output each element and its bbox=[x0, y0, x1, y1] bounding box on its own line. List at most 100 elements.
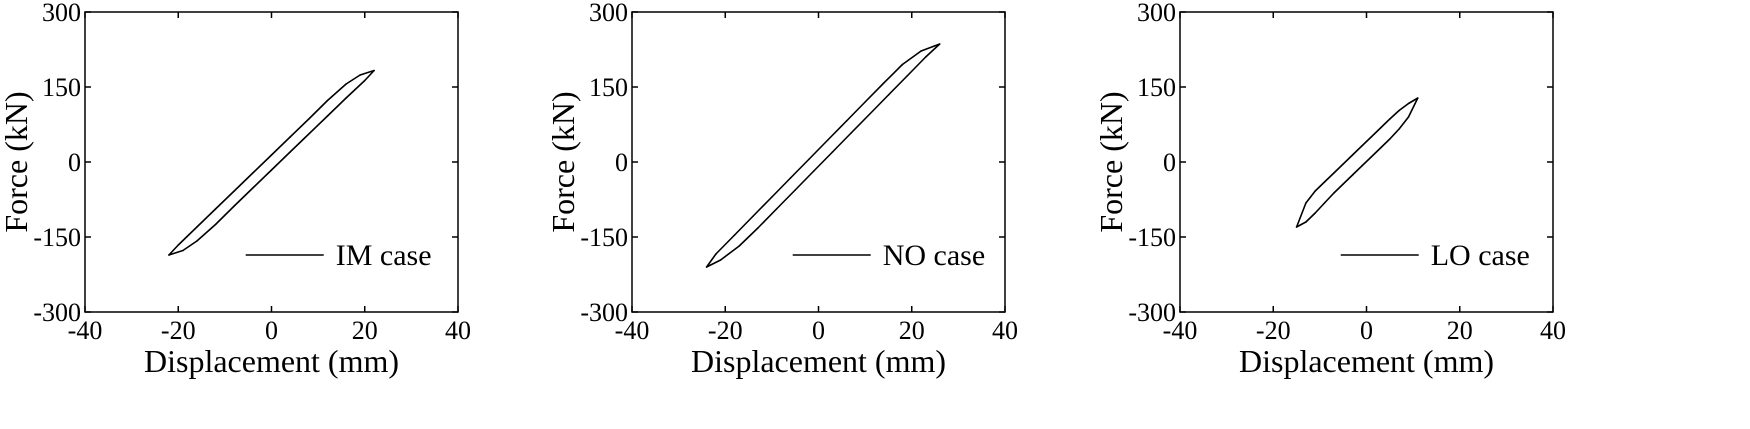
x-tick-label: -20 bbox=[161, 316, 196, 345]
data-point bbox=[1398, 128, 1400, 130]
y-tick-label: 300 bbox=[589, 0, 628, 27]
y-tick-label: 150 bbox=[589, 73, 628, 102]
data-point bbox=[359, 74, 361, 76]
data-point bbox=[252, 187, 254, 189]
data-point bbox=[1370, 156, 1372, 158]
data-point bbox=[177, 244, 180, 246]
legend-label: LO case bbox=[1431, 239, 1530, 272]
data-point bbox=[308, 118, 310, 120]
y-tick-label: 300 bbox=[1137, 0, 1176, 27]
x-tick-label: 0 bbox=[812, 316, 825, 345]
y-tick-label: 300 bbox=[42, 0, 81, 27]
data-point bbox=[845, 120, 848, 122]
y-tick-label: 150 bbox=[1137, 73, 1176, 102]
data-point bbox=[771, 196, 773, 198]
data-point bbox=[1305, 202, 1307, 204]
x-axis-label: Displacement (mm) bbox=[691, 343, 946, 379]
data-point bbox=[1351, 174, 1354, 176]
y-tick-label: -300 bbox=[580, 298, 628, 327]
data-point bbox=[901, 63, 904, 66]
data-point bbox=[1323, 181, 1326, 183]
data-point bbox=[373, 69, 375, 72]
x-tick-label: -40 bbox=[68, 316, 103, 345]
data-point bbox=[1333, 192, 1335, 194]
chart-panel-3: -40 -20 0 20 40 -300 -150 0 150 300 Displacement (… bbox=[1093, 0, 1566, 379]
data-point bbox=[882, 82, 885, 84]
y-axis-label: Force (kN) bbox=[0, 91, 34, 232]
data-point bbox=[794, 189, 796, 191]
legend-label: NO case bbox=[883, 239, 985, 272]
chart-panel-1: -40 -20 0 20 40 -300 -150 0 150 300 Displacement (… bbox=[0, 0, 471, 379]
x-tick-label: 0 bbox=[265, 316, 278, 345]
data-point bbox=[1361, 145, 1363, 147]
data-point bbox=[1379, 147, 1382, 149]
y-tick-label: -300 bbox=[33, 298, 81, 327]
x-axis-label: Displacement (mm) bbox=[144, 343, 399, 379]
data-point bbox=[1389, 118, 1391, 120]
data-point bbox=[1361, 165, 1363, 167]
y-axis-label: Force (kN) bbox=[545, 91, 581, 232]
data-point bbox=[1323, 202, 1326, 204]
x-axis-label: Displacement (mm) bbox=[1239, 343, 1494, 379]
x-tick-label: -40 bbox=[615, 316, 650, 345]
data-point bbox=[363, 79, 366, 82]
y-tick-label: 0 bbox=[68, 148, 81, 177]
x-tick-label: -20 bbox=[708, 316, 743, 345]
data-point bbox=[1370, 136, 1372, 138]
x-tick-label: 40 bbox=[992, 316, 1018, 345]
x-tick-label: 20 bbox=[352, 316, 378, 345]
x-tick-label: -20 bbox=[1256, 316, 1291, 345]
data-point bbox=[864, 101, 866, 103]
data-point bbox=[705, 266, 708, 268]
x-tick-label: -40 bbox=[1163, 316, 1198, 345]
data-point bbox=[789, 177, 792, 179]
data-point bbox=[1416, 97, 1419, 99]
data-point bbox=[906, 75, 908, 77]
data-point bbox=[831, 151, 834, 153]
data-point bbox=[1407, 102, 1410, 105]
data-point bbox=[1305, 221, 1307, 223]
data-point bbox=[808, 158, 810, 160]
chart-panel-2: -40 -20 0 20 40 -300 -150 0 150 300 Displacement (… bbox=[545, 0, 1018, 379]
data-point bbox=[214, 208, 217, 210]
data-point bbox=[752, 215, 755, 217]
x-tick-label: 20 bbox=[1447, 316, 1473, 345]
data-point bbox=[326, 115, 329, 117]
data-point bbox=[920, 50, 922, 52]
data-point bbox=[1314, 212, 1317, 214]
series-line-1 bbox=[1295, 97, 1419, 228]
data-point bbox=[719, 259, 722, 261]
data-point bbox=[1314, 190, 1317, 192]
data-point bbox=[938, 43, 941, 45]
data-point bbox=[757, 227, 759, 229]
series-line-1 bbox=[168, 69, 375, 256]
x-tick-label: 40 bbox=[1540, 316, 1566, 345]
data-point bbox=[289, 151, 291, 153]
data-point bbox=[850, 132, 852, 134]
data-point bbox=[233, 190, 235, 192]
data-point bbox=[214, 223, 217, 226]
data-point bbox=[1333, 172, 1335, 174]
data-point bbox=[775, 208, 778, 210]
data-point bbox=[270, 169, 273, 171]
y-tick-label: -150 bbox=[33, 223, 81, 252]
data-point bbox=[738, 245, 741, 247]
data-point bbox=[1351, 154, 1354, 156]
data-point bbox=[182, 249, 184, 252]
data-point bbox=[345, 97, 347, 99]
x-tick-label: 20 bbox=[899, 316, 925, 345]
data-point bbox=[813, 170, 815, 172]
y-tick-label: 0 bbox=[615, 148, 628, 177]
data-point bbox=[1389, 138, 1391, 140]
y-tick-label: 0 bbox=[1163, 148, 1176, 177]
data-point bbox=[326, 99, 329, 102]
data-point bbox=[924, 56, 927, 58]
data-point bbox=[715, 253, 717, 255]
data-point bbox=[270, 154, 273, 156]
data-point bbox=[308, 133, 310, 135]
data-point bbox=[252, 172, 254, 174]
data-point bbox=[1379, 127, 1382, 129]
data-point bbox=[168, 254, 170, 256]
data-point bbox=[196, 240, 198, 242]
